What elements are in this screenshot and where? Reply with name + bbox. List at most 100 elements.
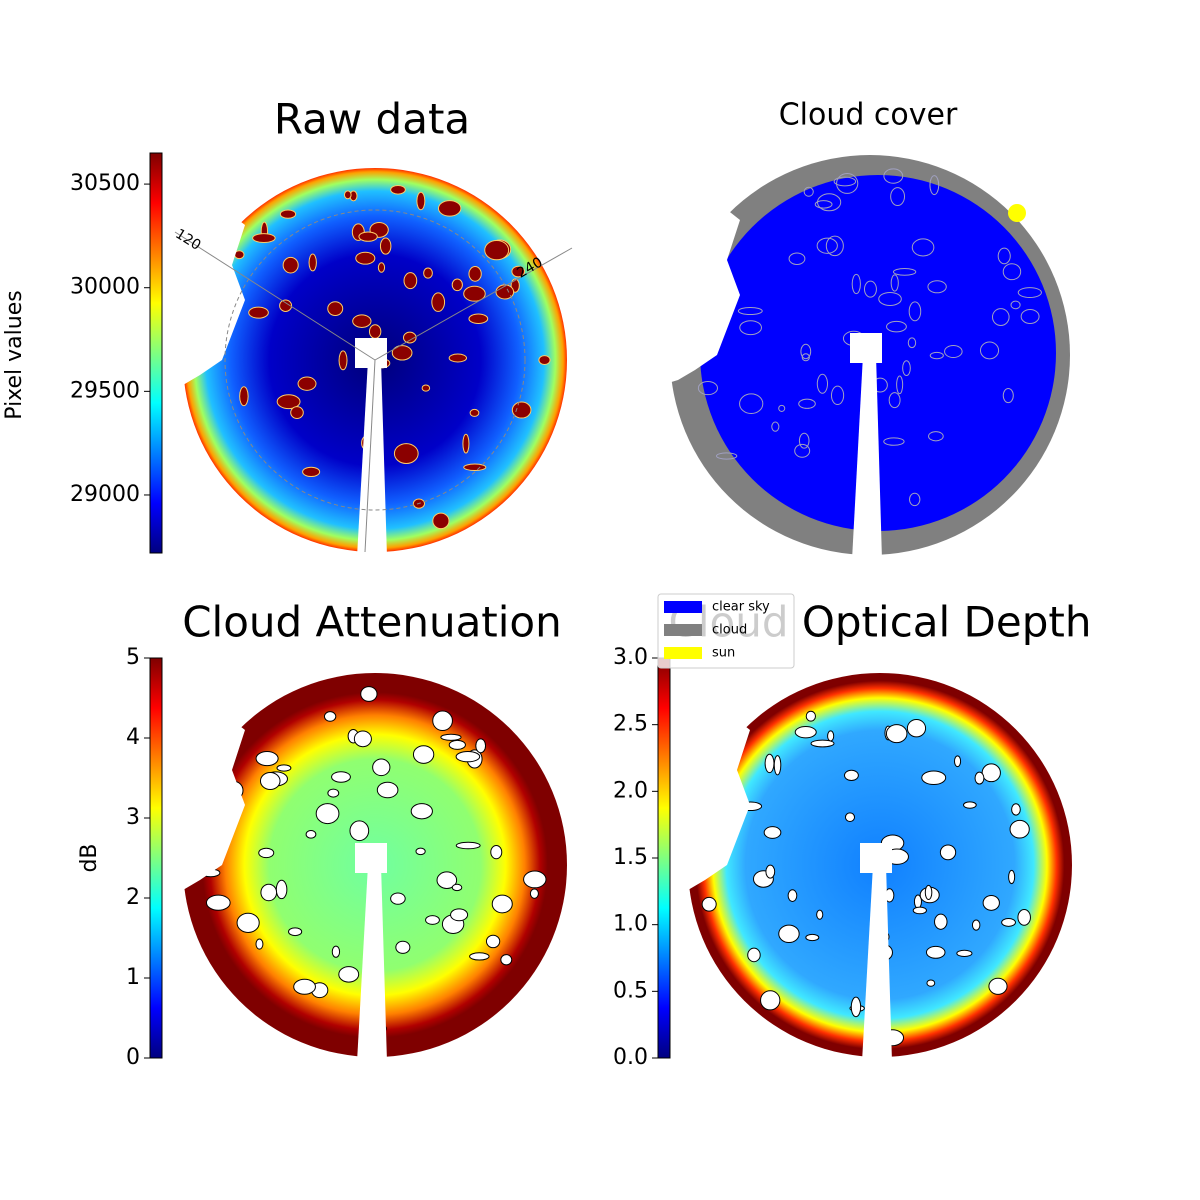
panel-title: Raw data bbox=[274, 95, 470, 144]
cloud-patch bbox=[971, 919, 981, 931]
legend-swatch bbox=[664, 624, 702, 636]
colorbar-tick-label: 3.0 bbox=[613, 645, 648, 670]
cloud-patch bbox=[921, 770, 947, 786]
image-mask bbox=[655, 655, 750, 900]
cloud-patch bbox=[982, 894, 1000, 911]
cloud-patch bbox=[798, 432, 810, 449]
sensor-mask bbox=[860, 843, 892, 873]
sensor-mask bbox=[355, 338, 387, 368]
cloud-patch bbox=[412, 745, 435, 764]
colorbar-tick-label: 2.0 bbox=[613, 778, 648, 803]
cloud-patch bbox=[886, 320, 907, 333]
cloud-patch bbox=[440, 733, 462, 741]
cloud-patch bbox=[833, 176, 857, 187]
cloud-patch bbox=[468, 266, 482, 282]
cloud-patch bbox=[787, 889, 798, 902]
cloud-patch bbox=[963, 801, 977, 809]
colorbar-tick-label: 0 bbox=[126, 1045, 140, 1070]
pole-mask bbox=[862, 865, 892, 1062]
cloud-patch bbox=[523, 870, 547, 889]
image-mask bbox=[150, 655, 245, 900]
colorbar-tick-label: 2.5 bbox=[613, 712, 648, 737]
cloud-patch bbox=[255, 938, 264, 950]
cloud-patch bbox=[255, 750, 279, 767]
cloud-patch bbox=[890, 187, 906, 207]
cloud-patch bbox=[393, 443, 419, 464]
cloud-patch bbox=[448, 739, 466, 750]
colorbar-tick-label: 4 bbox=[126, 725, 140, 750]
cloud-patch bbox=[468, 313, 489, 325]
cloud-patch bbox=[885, 724, 908, 744]
cloud-patch bbox=[282, 256, 299, 274]
cloud-patch bbox=[302, 466, 321, 477]
cloud-patch bbox=[844, 812, 856, 822]
cloud-patch bbox=[902, 360, 911, 377]
cloud-patch bbox=[431, 292, 446, 312]
colorbar-tick-label: 29000 bbox=[70, 482, 140, 507]
cloud-patch bbox=[778, 404, 786, 412]
image-mask bbox=[645, 145, 740, 390]
cloud-patch bbox=[236, 912, 260, 933]
cloud-patch bbox=[896, 375, 904, 395]
pole-mask bbox=[357, 360, 387, 557]
colorbar-tick-label: 3 bbox=[126, 805, 140, 830]
colorbar bbox=[149, 657, 163, 1059]
cloud-patch bbox=[863, 280, 877, 298]
cloud-patch bbox=[988, 977, 1008, 995]
cloud-patch bbox=[463, 285, 486, 302]
cloud-patch bbox=[338, 350, 348, 371]
cloud-patch bbox=[205, 894, 231, 911]
cloud-patch bbox=[463, 463, 487, 472]
cloud-patch bbox=[798, 398, 816, 409]
cloud-patch bbox=[315, 803, 340, 825]
cloud-patch bbox=[275, 879, 288, 900]
cloud-patch bbox=[368, 324, 382, 339]
cloud-patch bbox=[907, 337, 917, 349]
cloud-patch bbox=[956, 949, 973, 957]
polar-ring bbox=[224, 209, 526, 511]
cloud-patch bbox=[455, 841, 481, 850]
cloud-patch bbox=[239, 386, 249, 407]
cloud-patch bbox=[697, 381, 718, 396]
colorbar bbox=[657, 657, 671, 1059]
pole-mask bbox=[852, 355, 882, 560]
cloud-patch bbox=[490, 844, 503, 860]
cloud-patch bbox=[929, 351, 944, 360]
cloud-patch bbox=[816, 909, 824, 920]
legend-swatch bbox=[664, 601, 702, 613]
legend-label: cloud bbox=[712, 623, 747, 638]
cloud-patch bbox=[737, 306, 763, 315]
cloud-patch bbox=[377, 262, 386, 273]
cloud-patch bbox=[293, 978, 316, 995]
cloud-patch bbox=[925, 945, 946, 959]
cloud-patch bbox=[511, 265, 526, 278]
cloud-patch bbox=[739, 393, 764, 415]
cloud-patch bbox=[416, 191, 426, 211]
cloud-patch bbox=[1008, 869, 1016, 885]
cloud-patch bbox=[259, 771, 281, 790]
panel-title: Cloud cover bbox=[779, 98, 958, 133]
cloud-patch bbox=[814, 200, 833, 209]
cloud-patch bbox=[1011, 803, 1021, 816]
sensor-mask bbox=[850, 333, 882, 363]
colorbar-tick-label: 2 bbox=[126, 885, 140, 910]
cloud-patch bbox=[353, 730, 372, 748]
cloud-patch bbox=[765, 864, 776, 879]
cloud-patch bbox=[403, 331, 417, 344]
cloud-patch bbox=[801, 353, 810, 362]
cloud-patch bbox=[827, 730, 835, 742]
cloud-patch bbox=[944, 345, 963, 358]
cloud-patch bbox=[836, 173, 859, 194]
cloud-patch bbox=[928, 431, 944, 442]
cloud-patch bbox=[500, 954, 513, 966]
cloud-patch bbox=[954, 755, 962, 768]
cloud-patch bbox=[805, 933, 820, 942]
cloud-patch bbox=[327, 788, 340, 798]
cloud-patch bbox=[491, 894, 513, 914]
cloud-patch bbox=[760, 990, 781, 1011]
cloud-patch bbox=[1017, 908, 1031, 926]
cloud-patch bbox=[410, 803, 433, 820]
cloud-patch bbox=[991, 308, 1010, 326]
cloud-patch bbox=[279, 209, 297, 219]
